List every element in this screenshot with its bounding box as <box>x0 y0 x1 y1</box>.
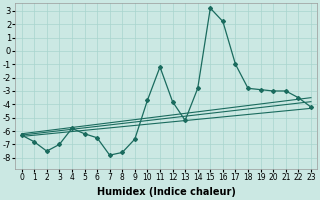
X-axis label: Humidex (Indice chaleur): Humidex (Indice chaleur) <box>97 187 236 197</box>
